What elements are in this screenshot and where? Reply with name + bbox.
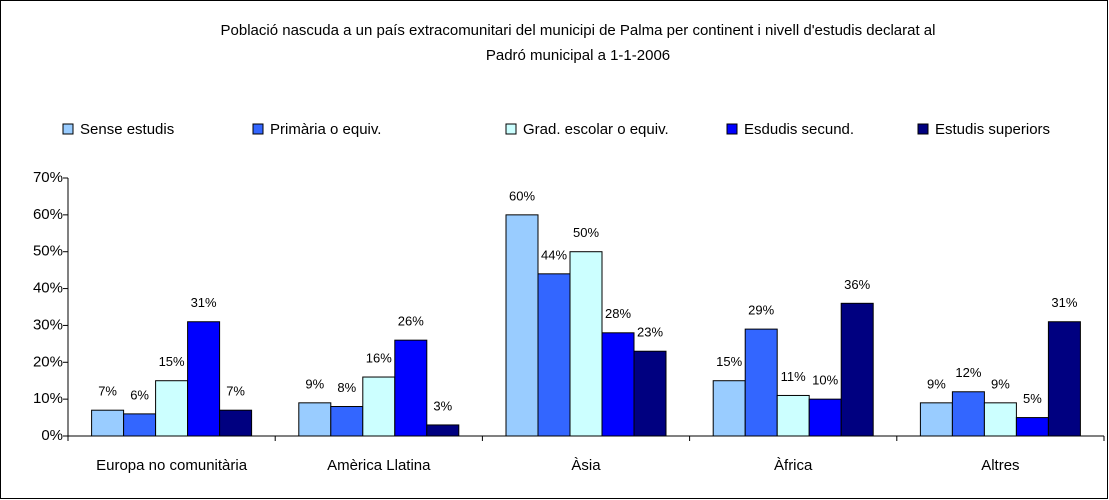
bar [712,380,746,437]
bar [91,409,125,437]
bar [1047,321,1081,437]
bar [123,413,157,437]
bar [744,328,778,437]
value-label: 50% [573,225,599,240]
y-tick-label: 40% [33,280,63,297]
bar [951,391,985,437]
bar [394,339,428,437]
bar [983,402,1017,437]
x-tick-label: Europa no comunitària [96,457,248,474]
bar [187,321,221,437]
value-label: 26% [398,314,424,329]
legend-label: Sense estudis [80,121,174,138]
bar [776,394,810,437]
value-label: 8% [337,380,356,395]
bar [298,402,332,437]
bar [426,424,460,437]
value-label: 15% [716,354,742,369]
value-label: 31% [1051,295,1077,310]
y-tick-label: 60% [33,206,63,223]
value-label: 9% [305,376,324,391]
bar [601,332,635,437]
value-label: 16% [366,350,392,365]
x-tick-label: Altres [981,457,1019,474]
value-label: 9% [991,376,1010,391]
y-tick-label: 50% [33,243,63,260]
legend-swatch [505,123,517,135]
bar [1015,417,1049,437]
bar [633,350,667,437]
value-label: 23% [637,325,663,340]
x-tick-label: Àsia [571,457,601,474]
value-label: 7% [226,384,245,399]
value-label: 31% [191,295,217,310]
value-label: 15% [159,354,185,369]
bar [219,409,253,437]
value-label: 36% [844,277,870,292]
legend-label: Grad. escolar o equiv. [523,121,669,138]
y-tick-label: 0% [41,427,63,444]
legend-swatch [726,123,738,135]
legend-label: Primària o equiv. [270,121,381,138]
value-label: 9% [927,376,946,391]
chart-title: Padró municipal a 1-1-2006 [486,47,670,64]
value-label: 10% [812,373,838,388]
bar [330,406,364,437]
value-label: 7% [98,384,117,399]
value-label: 6% [130,387,149,402]
legend-label: Esdudis secund. [744,121,854,138]
bar [569,251,603,437]
legend-swatch [252,123,264,135]
legend-label: Estudis superiors [935,121,1050,138]
value-label: 11% [781,369,806,384]
x-tick-label: Amèrica Llatina [327,457,431,474]
value-label: 3% [433,398,452,413]
y-tick-label: 30% [33,316,63,333]
value-label: 28% [605,306,631,321]
chart-title: Població nascuda a un país extracomunita… [221,22,936,39]
bar [537,273,571,437]
x-tick-label: Àfrica [774,457,813,474]
value-label: 12% [955,365,981,380]
legend-swatch [917,123,929,135]
y-tick-label: 70% [33,169,63,186]
bar [840,302,874,437]
bar [362,376,396,437]
value-label: 60% [509,188,535,203]
bar [919,402,953,437]
y-tick-label: 20% [33,353,63,370]
y-tick-label: 10% [33,390,63,407]
value-label: 5% [1023,391,1042,406]
value-label: 29% [748,303,774,318]
bar [155,380,189,437]
legend-swatch [62,123,74,135]
bar [808,398,842,437]
bar [505,214,539,437]
value-label: 44% [541,247,567,262]
